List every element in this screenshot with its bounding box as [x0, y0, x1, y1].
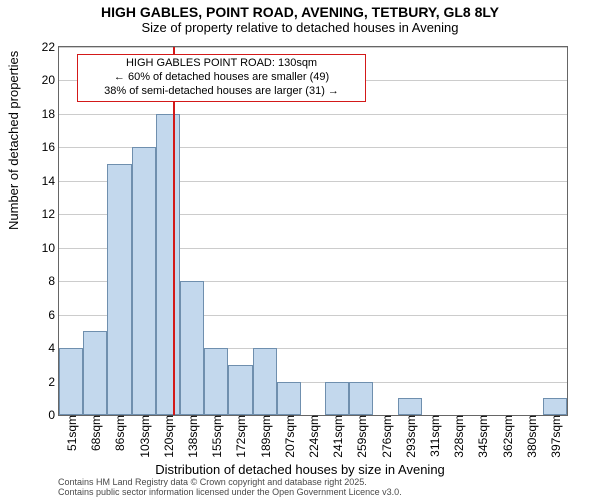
histogram-bar: [204, 348, 228, 415]
histogram-bar: [180, 281, 204, 415]
chart-title: HIGH GABLES, POINT ROAD, AVENING, TETBUR…: [0, 0, 600, 20]
histogram-bar: [107, 164, 131, 415]
y-tick-label: 4: [48, 341, 59, 355]
y-tick-label: 12: [42, 207, 59, 221]
x-tick-label: 345sqm: [474, 415, 490, 458]
x-tick-label: 51sqm: [63, 415, 79, 451]
y-tick-label: 6: [48, 308, 59, 322]
x-tick-label: 397sqm: [547, 415, 563, 458]
chart-container: { "title": "HIGH GABLES, POINT ROAD, AVE…: [0, 0, 600, 500]
y-tick-label: 18: [42, 107, 59, 121]
histogram-bar: [349, 382, 373, 415]
x-tick-label: 172sqm: [232, 415, 248, 458]
gridline: [59, 114, 567, 115]
x-tick-label: 362sqm: [499, 415, 515, 458]
x-tick-label: 328sqm: [450, 415, 466, 458]
attribution-line-2: Contains public sector information licen…: [58, 488, 402, 498]
chart-subtitle: Size of property relative to detached ho…: [0, 20, 600, 35]
x-tick-label: 138sqm: [184, 415, 200, 458]
histogram-bar: [156, 114, 180, 415]
y-tick-label: 20: [42, 73, 59, 87]
annotation-line-3: 38% of semi-detached houses are larger (…: [82, 85, 362, 99]
annotation-line-1: HIGH GABLES POINT ROAD: 130sqm: [82, 57, 362, 71]
annotation-line-2: ← 60% of detached houses are smaller (49…: [82, 71, 362, 85]
x-tick-label: 241sqm: [329, 415, 345, 458]
x-tick-label: 207sqm: [281, 415, 297, 458]
histogram-bar: [398, 398, 422, 415]
plot-area: 024681012141618202251sqm68sqm86sqm103sqm…: [58, 46, 568, 416]
histogram-bar: [83, 331, 107, 415]
x-tick-label: 259sqm: [353, 415, 369, 458]
histogram-bar: [132, 147, 156, 415]
x-tick-label: 224sqm: [305, 415, 321, 458]
x-tick-label: 380sqm: [523, 415, 539, 458]
x-tick-label: 103sqm: [136, 415, 152, 458]
y-tick-label: 0: [48, 408, 59, 422]
histogram-bar: [59, 348, 83, 415]
x-tick-label: 120sqm: [160, 415, 176, 458]
x-tick-label: 68sqm: [87, 415, 103, 451]
x-tick-label: 86sqm: [111, 415, 127, 451]
y-tick-label: 2: [48, 375, 59, 389]
annotation-box: HIGH GABLES POINT ROAD: 130sqm← 60% of d…: [77, 54, 367, 101]
gridline: [59, 47, 567, 48]
y-tick-label: 10: [42, 241, 59, 255]
histogram-bar: [277, 382, 301, 415]
y-tick-label: 14: [42, 174, 59, 188]
x-tick-label: 311sqm: [426, 415, 442, 457]
y-axis-title: Number of detached properties: [6, 51, 21, 230]
y-tick-label: 22: [42, 40, 59, 54]
attribution: Contains HM Land Registry data © Crown c…: [58, 478, 402, 498]
x-tick-label: 189sqm: [257, 415, 273, 458]
x-tick-label: 276sqm: [378, 415, 394, 458]
x-tick-label: 155sqm: [208, 415, 224, 458]
y-tick-label: 16: [42, 140, 59, 154]
y-tick-label: 8: [48, 274, 59, 288]
histogram-bar: [253, 348, 277, 415]
histogram-bar: [543, 398, 567, 415]
x-tick-label: 293sqm: [402, 415, 418, 458]
reference-marker-line: [173, 47, 175, 415]
x-axis-title: Distribution of detached houses by size …: [0, 462, 600, 477]
histogram-bar: [228, 365, 252, 415]
histogram-bar: [325, 382, 349, 415]
